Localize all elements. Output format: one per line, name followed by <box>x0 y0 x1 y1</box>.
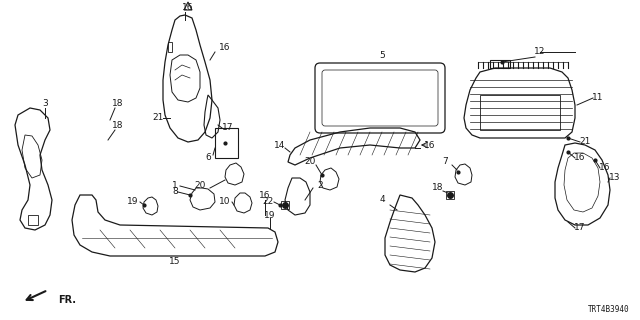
Text: 7: 7 <box>442 157 448 166</box>
Text: 19: 19 <box>127 197 139 206</box>
Text: 12: 12 <box>534 47 546 57</box>
Text: 1: 1 <box>172 180 178 189</box>
Text: 19: 19 <box>264 211 276 220</box>
Text: 16: 16 <box>599 164 611 172</box>
Text: 11: 11 <box>592 93 604 102</box>
Text: 14: 14 <box>275 140 285 149</box>
Text: 16: 16 <box>220 44 231 52</box>
Text: 16: 16 <box>259 190 271 199</box>
Text: 22: 22 <box>262 197 274 206</box>
Text: 18: 18 <box>112 99 124 108</box>
Text: 5: 5 <box>379 51 385 60</box>
Text: 20: 20 <box>195 180 205 189</box>
Text: 15: 15 <box>169 258 180 267</box>
Text: 20: 20 <box>304 157 316 166</box>
Text: 17: 17 <box>222 124 234 132</box>
Text: 16: 16 <box>574 154 586 163</box>
Text: 2: 2 <box>317 180 323 189</box>
Text: 4: 4 <box>379 196 385 204</box>
Text: 21: 21 <box>152 114 164 123</box>
Text: 16: 16 <box>424 140 436 149</box>
Text: 3: 3 <box>42 99 48 108</box>
Text: FR.: FR. <box>58 295 76 305</box>
Text: TRT4B3940: TRT4B3940 <box>588 305 630 314</box>
Text: 18: 18 <box>432 183 444 193</box>
Text: 16: 16 <box>182 4 194 12</box>
Text: 8: 8 <box>172 188 178 196</box>
Text: 18: 18 <box>112 121 124 130</box>
Text: 21: 21 <box>579 138 591 147</box>
Text: 6: 6 <box>205 154 211 163</box>
Text: 10: 10 <box>220 197 231 206</box>
Text: 17: 17 <box>574 223 586 233</box>
Text: 13: 13 <box>609 173 621 182</box>
